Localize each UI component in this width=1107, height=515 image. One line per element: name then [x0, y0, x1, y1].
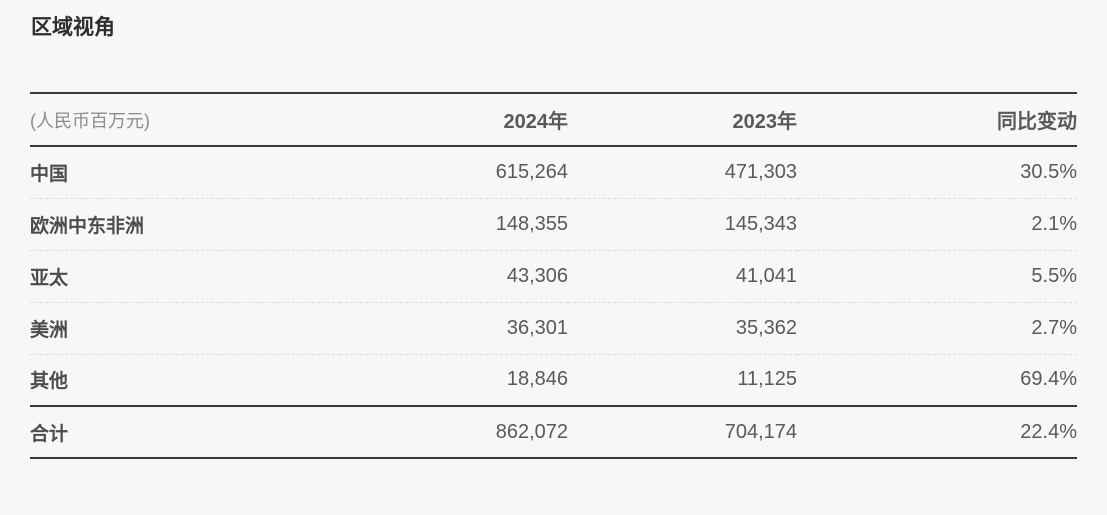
value-2023: 145,343	[724, 212, 797, 235]
unit-note: (人民币百万元)	[30, 110, 150, 131]
region-label: 其他	[30, 371, 69, 393]
region-label: 亚太	[30, 267, 69, 289]
regional-view-table: (人民币百万元) 2024年 2023年 同比变动 中国 615,264 471…	[30, 92, 1077, 459]
value-change: 69.4%	[1020, 368, 1077, 391]
table-header-row: (人民币百万元) 2024年 2023年 同比变动	[30, 93, 1077, 146]
value-2024: 148,355	[495, 212, 568, 235]
page-title: 区域视角	[31, 16, 115, 39]
region-label: 美洲	[30, 319, 69, 341]
value-2023: 11,125	[737, 368, 797, 391]
value-2023: 41,041	[735, 264, 797, 287]
table-row: 亚太 43,306 41,041 5.5%	[30, 250, 1077, 302]
value-2023: 35,362	[735, 316, 797, 339]
total-row: 合计 862,072 704,174 22.4%	[30, 406, 1077, 458]
total-2024: 862,072	[495, 420, 568, 443]
column-header-change: 同比变动	[997, 111, 1077, 133]
value-2024: 18,846	[506, 368, 568, 391]
value-change: 30.5%	[1020, 160, 1077, 183]
table-row: 美洲 36,301 35,362 2.7%	[30, 302, 1077, 354]
value-2024: 615,264	[495, 160, 568, 183]
region-label: 欧洲中东非洲	[30, 215, 145, 237]
total-2023: 704,174	[724, 420, 797, 443]
column-header-2024: 2024年	[503, 111, 569, 133]
total-change: 22.4%	[1020, 420, 1077, 443]
value-change: 5.5%	[1031, 264, 1077, 287]
table-row: 欧洲中东非洲 148,355 145,343 2.1%	[30, 198, 1077, 250]
column-header-2023: 2023年	[732, 111, 798, 133]
table-row: 其他 18,846 11,125 69.4%	[30, 354, 1077, 406]
value-change: 2.1%	[1031, 212, 1077, 235]
value-2024: 43,306	[506, 264, 568, 287]
table-row: 中国 615,264 471,303 30.5%	[30, 146, 1077, 198]
total-label: 合计	[30, 423, 69, 445]
region-label: 中国	[30, 163, 69, 185]
value-change: 2.7%	[1031, 316, 1077, 339]
value-2024: 36,301	[506, 316, 568, 339]
value-2023: 471,303	[724, 160, 797, 183]
